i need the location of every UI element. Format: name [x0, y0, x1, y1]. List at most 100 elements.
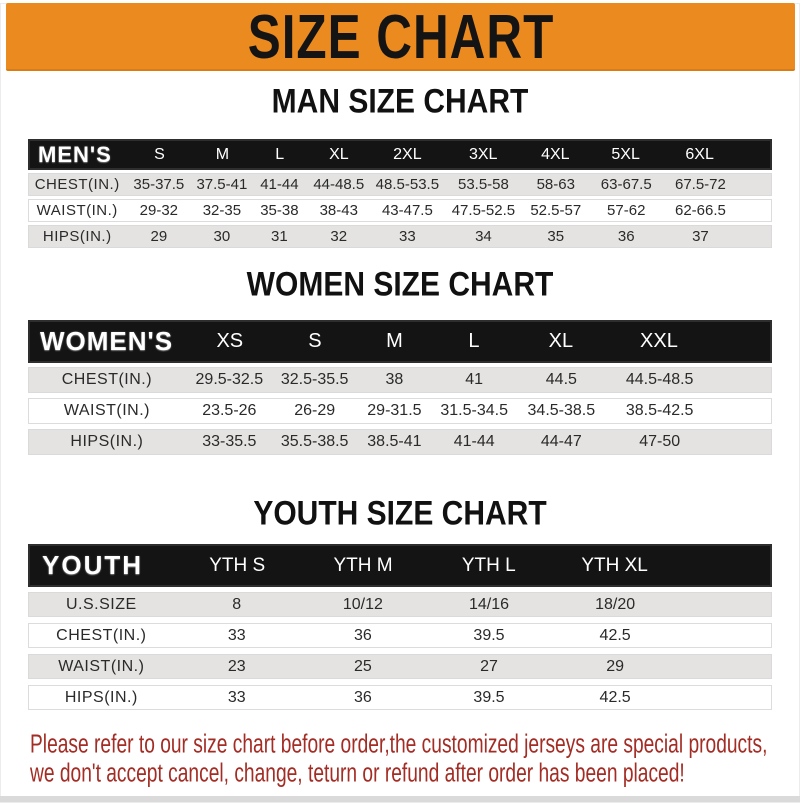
size-cell: 18/20	[595, 595, 636, 613]
size-table: YOUTH YTH S YTH M YTH L YTH XL U.S.SIZE 8 10/1…	[28, 544, 772, 710]
row-label: WAIST(IN.)	[63, 402, 150, 419]
size-cell: 23.5-26	[202, 402, 257, 419]
size-cell: 58-63	[536, 176, 575, 193]
size-chart-banner: SIZE CHART	[6, 1, 795, 71]
size-cell: 35.5-38.5	[280, 433, 349, 450]
table-row: CHEST(IN.) 29.5-32.5 32.5-35.5 38 41 44.5 44.5…	[28, 367, 772, 393]
column-header: M	[386, 330, 403, 352]
size-chart-section: WOMEN SIZE CHART WOMEN'S XS S M L XL XXL CHEST…	[0, 265, 800, 455]
section-heading-text: MAN SIZE CHART	[271, 82, 529, 121]
table-row: HIPS(IN.) 33-35.5 35.5-38.5 38.5-41 41-44 44-…	[28, 429, 772, 455]
size-cell: 29-31.5	[367, 402, 422, 419]
size-cell: 39.5	[473, 626, 505, 644]
size-cell: 27	[480, 657, 498, 675]
size-cell: 44.5	[545, 371, 577, 388]
size-cell: 34	[475, 228, 492, 245]
column-header: 3XL	[468, 145, 498, 163]
size-cell: 44.5-48.5	[625, 371, 694, 388]
size-cell: 67.5-72	[674, 176, 726, 193]
column-header: XXL	[640, 330, 678, 352]
size-cell: 36	[353, 688, 372, 706]
footer-note-text-2: we don't accept cancel, change, teturn o…	[30, 758, 685, 788]
column-header: M	[215, 145, 230, 163]
table-header-row: WOMEN'S XS S M L XL XXL	[28, 320, 772, 363]
size-cell: 33-35.5	[202, 433, 257, 450]
size-cell: 31	[271, 228, 288, 245]
size-cell: 36	[353, 626, 372, 644]
size-cell: 38.5-41	[367, 433, 422, 450]
size-cell: 41	[465, 371, 484, 388]
footer-note: Please refer to our size chart before or…	[30, 730, 800, 788]
section-heading-text: YOUTH SIZE CHART	[253, 494, 547, 533]
column-header: XL	[329, 145, 349, 163]
size-cell: 35-37.5	[133, 176, 185, 193]
size-cell: 37.5-41	[196, 176, 248, 193]
column-header: YTH S	[209, 554, 266, 576]
size-cell: 38.5-42.5	[625, 402, 694, 419]
size-cell: 33	[399, 228, 416, 245]
size-cell: 43-47.5	[381, 202, 433, 219]
size-table: MEN'S S M L XL 2XL 3XL 4XL 5XL 6XL CHEST(IN.) 35-3…	[28, 139, 772, 248]
table-corner-label: MEN'S	[38, 141, 112, 167]
banner-title: SIZE CHART	[247, 1, 554, 71]
size-cell: 34.5-38.5	[527, 402, 596, 419]
row-label: CHEST(IN.)	[56, 626, 147, 644]
table-row: CHEST(IN.) 35-37.5 37.5-41 41-44 44-48.5 48.5…	[28, 173, 772, 196]
size-cell: 52.5-57	[530, 202, 582, 219]
size-cell: 44-47	[540, 433, 582, 450]
size-cell: 29	[150, 228, 168, 245]
bottom-edge-strip	[0, 796, 800, 802]
size-cell: 48.5-53.5	[375, 176, 440, 193]
table-row: U.S.SIZE 8 10/12 14/16 18/20	[28, 592, 772, 617]
size-table: WOMEN'S XS S M L XL XXL CHEST(IN.) 29.5-32.5 32.…	[28, 320, 772, 455]
column-header: 5XL	[611, 145, 640, 163]
table-row: HIPS(IN.) 33 36 39.5 42.5	[28, 685, 772, 710]
size-cell: 32-35	[202, 202, 242, 219]
size-cell: 29-32	[139, 202, 179, 219]
table-row: CHEST(IN.) 33 36 39.5 42.5	[28, 623, 772, 648]
table-row: WAIST(IN.) 29-32 32-35 35-38 38-43 43-47.5 47.…	[28, 199, 772, 222]
column-header: 4XL	[541, 145, 570, 163]
column-header: YTH L	[461, 554, 516, 576]
size-cell: 42.5	[599, 626, 631, 644]
column-header: YTH XL	[581, 554, 648, 576]
column-header: YTH M	[333, 554, 393, 576]
table-row: WAIST(IN.) 23 25 27 29	[28, 654, 772, 679]
column-header: 2XL	[393, 145, 422, 163]
column-header: 6XL	[685, 145, 714, 163]
section-heading-text: WOMEN SIZE CHART	[246, 265, 554, 304]
row-label: CHEST(IN.)	[34, 176, 120, 193]
size-cell: 25	[353, 657, 372, 675]
footer-note-line-1: Please refer to our size chart before or…	[30, 730, 800, 759]
size-cell: 41-44	[453, 433, 495, 450]
column-header: XL	[548, 330, 574, 352]
row-label: U.S.SIZE	[66, 595, 137, 613]
size-cell: 8	[232, 595, 242, 613]
section-heading: YOUTH SIZE CHART	[0, 494, 800, 533]
size-cell: 33	[227, 688, 246, 706]
size-cell: 33	[227, 626, 246, 644]
row-label: WAIST(IN.)	[36, 202, 118, 219]
column-header: S	[154, 145, 165, 163]
size-cell: 39.5	[473, 688, 505, 706]
section-heading: WOMEN SIZE CHART	[0, 265, 800, 304]
footer-note-line-2: we don't accept cancel, change, teturn o…	[30, 759, 800, 788]
size-cell: 29	[606, 657, 625, 675]
row-label: HIPS(IN.)	[64, 688, 138, 706]
size-cell: 36	[617, 228, 635, 245]
size-chart-section: MAN SIZE CHART MEN'S S M L XL 2XL 3XL 4XL 5XL 6XL…	[0, 82, 800, 248]
row-label: HIPS(IN.)	[70, 433, 144, 450]
size-cell: 53.5-58	[457, 176, 509, 193]
size-cell: 32.5-35.5	[280, 371, 349, 388]
size-cell: 26-29	[294, 402, 336, 419]
size-chart-sections: MAN SIZE CHART MEN'S S M L XL 2XL 3XL 4XL 5XL 6XL…	[0, 82, 800, 710]
size-cell: 47.5-52.5	[451, 202, 516, 219]
table-row: WAIST(IN.) 23.5-26 26-29 29-31.5 31.5-34.5 34…	[28, 398, 772, 424]
footer-note-text-1: Please refer to our size chart before or…	[30, 729, 768, 759]
size-cell: 63-67.5	[600, 176, 652, 193]
column-header: L	[275, 145, 285, 163]
table-header-row: YOUTH YTH S YTH M YTH L YTH XL	[28, 544, 772, 587]
size-cell: 47-50	[639, 433, 681, 450]
table-header-row: MEN'S S M L XL 2XL 3XL 4XL 5XL 6XL	[28, 139, 772, 170]
